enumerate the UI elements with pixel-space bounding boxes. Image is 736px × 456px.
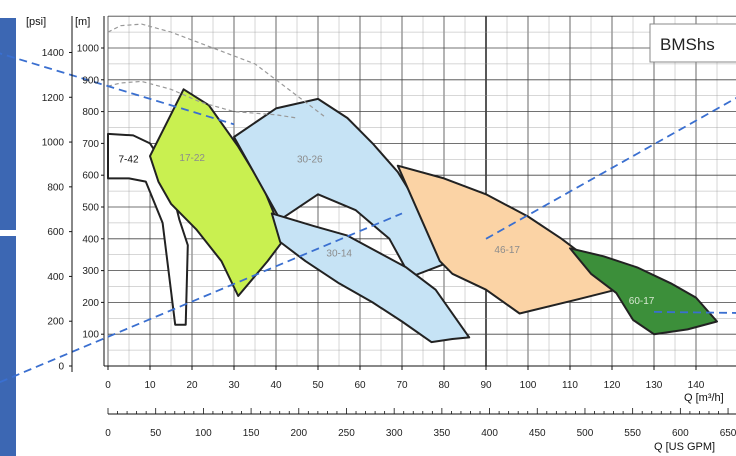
m3h-tick-label: 80 bbox=[438, 380, 450, 391]
m3h-tick-label: 140 bbox=[688, 380, 705, 391]
m-tick-label: 900 bbox=[82, 75, 99, 86]
psi-tick-label: 0 bbox=[58, 362, 64, 373]
region-label-46-17: 46-17 bbox=[494, 245, 520, 256]
m3h-tick-label: 0 bbox=[105, 380, 111, 391]
m3h-tick-label: 60 bbox=[354, 380, 366, 391]
m3h-tick-label: 100 bbox=[520, 380, 537, 391]
psi-tick-label: 800 bbox=[47, 182, 64, 193]
gpm-tick-label: 200 bbox=[290, 428, 307, 439]
psi-tick-label: 600 bbox=[47, 227, 64, 238]
m3h-tick-label: 120 bbox=[604, 380, 621, 391]
m-tick-label: 1000 bbox=[77, 44, 100, 55]
psi-tick-label: 1200 bbox=[42, 93, 65, 104]
psi-axis-label: [psi] bbox=[26, 16, 46, 28]
gpm-tick-label: 400 bbox=[481, 428, 498, 439]
m-tick-label: 300 bbox=[82, 266, 99, 277]
left-edge-band-lower bbox=[0, 236, 16, 456]
gpm-tick-label: 650 bbox=[720, 428, 736, 439]
gpm-tick-label: 500 bbox=[577, 428, 594, 439]
m3h-tick-label: 20 bbox=[186, 380, 198, 391]
m-tick-label: 700 bbox=[82, 139, 99, 150]
psi-tick-label: 200 bbox=[47, 317, 64, 328]
gpm-tick-label: 350 bbox=[434, 428, 451, 439]
m-tick-label: 100 bbox=[82, 330, 99, 341]
m3h-tick-label: 40 bbox=[270, 380, 282, 391]
m-axis-label: [m] bbox=[75, 16, 90, 28]
x-axis-m3h-label: Q [m³/h] bbox=[684, 392, 724, 404]
gpm-tick-label: 600 bbox=[672, 428, 689, 439]
gpm-tick-label: 450 bbox=[529, 428, 546, 439]
m3h-tick-label: 130 bbox=[646, 380, 663, 391]
gpm-tick-label: 250 bbox=[338, 428, 355, 439]
chart-title: BMShs bbox=[660, 35, 715, 54]
x-axis-gpm-label: Q [US GPM] bbox=[654, 441, 715, 453]
region-label-17-22: 17-22 bbox=[179, 153, 205, 164]
psi-tick-label: 400 bbox=[47, 272, 64, 283]
gpm-tick-label: 100 bbox=[195, 428, 212, 439]
region-label-7-42: 7-42 bbox=[119, 154, 139, 165]
m3h-tick-label: 10 bbox=[144, 380, 156, 391]
m-tick-label: 800 bbox=[82, 107, 99, 118]
gpm-tick-label: 300 bbox=[386, 428, 403, 439]
m3h-tick-label: 50 bbox=[312, 380, 324, 391]
m3h-tick-label: 70 bbox=[396, 380, 408, 391]
m-tick-label: 500 bbox=[82, 203, 99, 214]
psi-tick-label: 1000 bbox=[42, 138, 65, 149]
gpm-tick-label: 150 bbox=[243, 428, 260, 439]
m3h-tick-label: 30 bbox=[228, 380, 240, 391]
region-label-30-26: 30-26 bbox=[297, 154, 323, 165]
m3h-tick-label: 90 bbox=[480, 380, 492, 391]
gpm-tick-label: 50 bbox=[150, 428, 162, 439]
region-label-30-14: 30-14 bbox=[326, 248, 352, 259]
gpm-tick-label: 0 bbox=[105, 428, 111, 439]
left-edge-band bbox=[0, 18, 16, 230]
m-tick-label: 400 bbox=[82, 234, 99, 245]
region-label-60-17: 60-17 bbox=[629, 296, 655, 307]
gpm-tick-label: 550 bbox=[624, 428, 641, 439]
m-tick-label: 600 bbox=[82, 171, 99, 182]
m3h-tick-label: 110 bbox=[562, 380, 578, 391]
psi-tick-label: 1400 bbox=[42, 48, 65, 59]
m-tick-label: 200 bbox=[82, 298, 99, 309]
